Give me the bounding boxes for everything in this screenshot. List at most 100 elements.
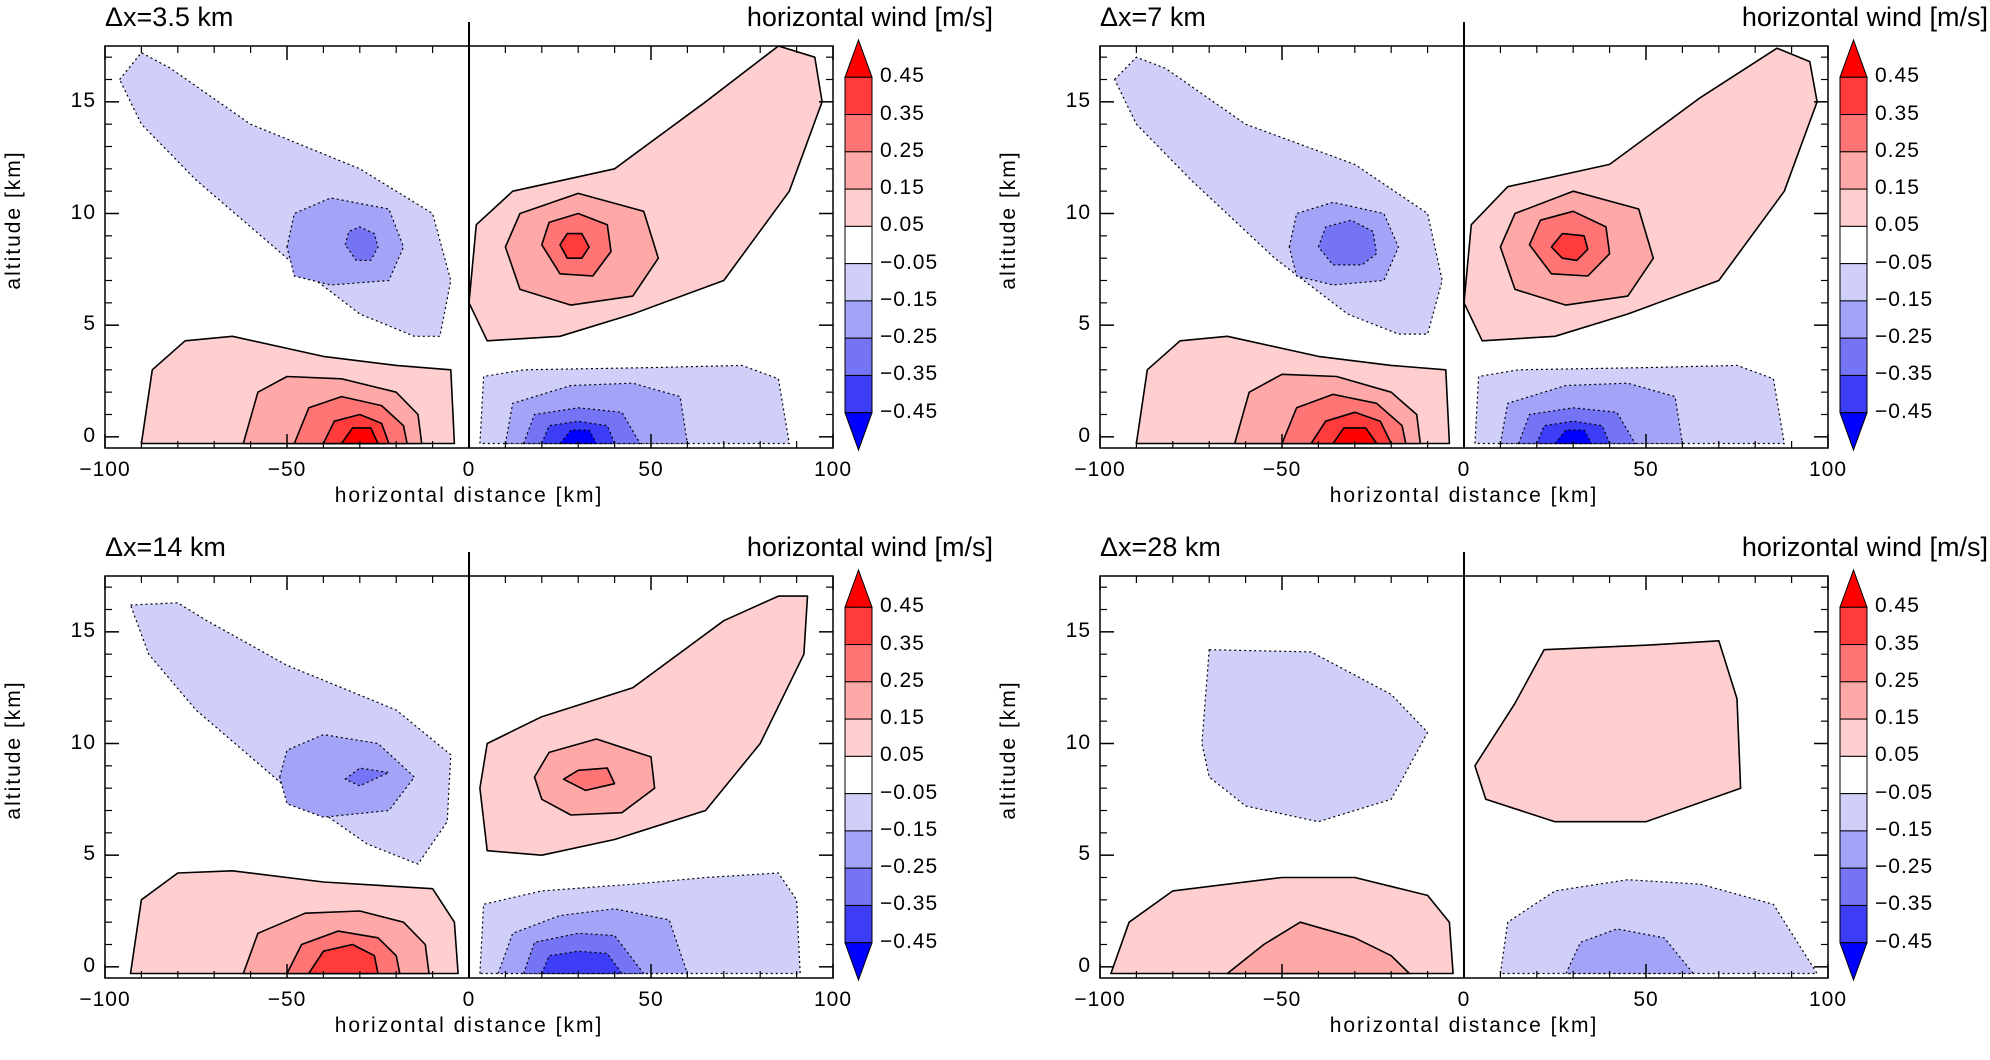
colorbar-label: 0.45 [1875, 64, 1920, 88]
y-tick-label: 0 [1078, 423, 1091, 447]
colorbar-label: −0.05 [880, 780, 939, 804]
positive-contour-0-05 [1474, 640, 1742, 823]
colorbar [1839, 38, 1868, 452]
colorbar-swatch [844, 718, 873, 757]
x-tick-label: 0 [462, 988, 476, 1011]
colorbar-label: −0.05 [1875, 250, 1934, 274]
negative-contour-0-15 [1565, 928, 1694, 975]
colorbar-swatch [1839, 151, 1868, 190]
contour-plot-svg [104, 22, 873, 452]
colorbar-label: −0.35 [1875, 892, 1934, 916]
colorbar-swatch [844, 793, 873, 832]
negative-contour-0-05 [129, 602, 452, 865]
colorbar-bottom-triangle [844, 942, 873, 982]
colorbar-label: −0.25 [1875, 855, 1934, 879]
colorbar-swatch [1839, 188, 1868, 227]
colorbar-label: −0.05 [880, 250, 939, 274]
colorbar-label: 0.05 [1875, 743, 1920, 767]
colorbar-swatch [844, 225, 873, 265]
colorbar-swatch [1839, 867, 1868, 906]
positive-contour-0-15 [1226, 921, 1411, 975]
colorbar-swatch [1839, 718, 1868, 757]
colorbar-label: 0.15 [880, 706, 925, 730]
negative-contour-0-05 [1113, 56, 1443, 335]
colorbar-label: −0.15 [880, 817, 939, 841]
y-axis-label: altitude [km] [2, 680, 25, 820]
negative-contour-0-45 [559, 429, 598, 445]
colorbar-bottom-triangle [1839, 942, 1868, 982]
colorbar-label: 0.15 [880, 176, 925, 200]
colorbar-label: 0.45 [1875, 594, 1920, 618]
negative-contour-0-05 [1201, 649, 1429, 823]
colorbar-swatch [844, 151, 873, 190]
panel-title-variable: horizontal wind [m/s] [746, 2, 993, 32]
colorbar-swatch [1839, 263, 1868, 302]
panel-title-resolution: Δx=28 km [1100, 532, 1221, 562]
negative-contour-0-15 [279, 734, 415, 818]
y-tick-label: 5 [83, 312, 96, 336]
colorbar-label: −0.35 [1875, 362, 1934, 386]
colorbar-top-triangle [844, 38, 873, 78]
colorbar-swatch [1839, 337, 1868, 376]
negative-contour-0-35 [541, 950, 623, 975]
y-tick-label: 15 [1065, 88, 1091, 112]
positive-contour-0-05 [479, 595, 809, 857]
positive-contour-0-25 [562, 767, 616, 792]
colorbar [1839, 568, 1868, 982]
x-axis-label: horizontal distance [km] [334, 1014, 604, 1037]
contour-plot-svg [104, 552, 873, 982]
y-axis-label-wrapper: altitude [km] [2, 630, 26, 870]
y-axis-label-wrapper: altitude [km] [2, 100, 26, 340]
contour-regions [129, 595, 809, 975]
x-tick-label: 0 [462, 458, 476, 481]
x-tick-label: −50 [267, 988, 307, 1011]
colorbar-label: 0.35 [1875, 101, 1920, 125]
colorbar-swatch [1839, 374, 1868, 414]
colorbar-label: −0.05 [1875, 780, 1934, 804]
y-axis-label-wrapper: altitude [km] [997, 100, 1021, 340]
colorbar-label: 0.25 [1875, 138, 1920, 162]
x-tick-label: 0 [1457, 458, 1471, 481]
colorbar-swatch [844, 374, 873, 414]
x-tick-label: 100 [1808, 458, 1848, 481]
colorbar-label: 0.25 [1875, 668, 1920, 692]
y-tick-label: 0 [1078, 953, 1091, 977]
negative-contour-0-25 [344, 767, 390, 787]
x-tick-label: −100 [1074, 988, 1126, 1011]
colorbar-swatch [844, 263, 873, 302]
positive-contour-0-45 [340, 427, 379, 445]
negative-contour-0-25 [344, 226, 379, 261]
y-tick-label: 5 [1078, 312, 1091, 336]
colorbar-label: −0.45 [1875, 399, 1934, 423]
colorbar-label: 0.45 [880, 64, 925, 88]
y-axis-label-wrapper: altitude [km] [997, 630, 1021, 870]
x-tick-label: −50 [1262, 458, 1302, 481]
negative-contour-0-25 [1317, 219, 1378, 266]
colorbar-swatch [1839, 793, 1868, 832]
negative-contour-0-45 [1554, 429, 1593, 445]
colorbar-swatch [844, 606, 873, 646]
x-tick-label: 100 [1808, 988, 1848, 1011]
colorbar-label: −0.15 [1875, 287, 1934, 311]
panel-title-variable: horizontal wind [m/s] [746, 532, 993, 562]
colorbar-bottom-triangle [1839, 412, 1868, 452]
colorbar-swatch [1839, 76, 1868, 116]
colorbar-swatch [844, 904, 873, 944]
panel-title-variable: horizontal wind [m/s] [1741, 2, 1988, 32]
colorbar-swatch [844, 644, 873, 683]
x-tick-label: −100 [79, 988, 131, 1011]
positive-contour-0-05 [468, 46, 823, 342]
colorbar-label: 0.15 [1875, 706, 1920, 730]
panel-dx-7: −100 −50 0 50 100 0 5 10 15 0.45 0.35 0.25 0.15 0.05 −… [995, 0, 1990, 530]
panel-title-resolution: Δx=7 km [1100, 2, 1206, 32]
x-tick-label: 50 [1633, 458, 1659, 481]
colorbar-swatch [1839, 225, 1868, 265]
colorbar-label: −0.45 [880, 399, 939, 423]
colorbar-label: −0.35 [880, 892, 939, 916]
negative-contour-0-15 [286, 197, 405, 286]
colorbar-bottom-triangle [844, 412, 873, 452]
positive-contour-0-35 [1550, 232, 1589, 262]
y-tick-label: 0 [83, 953, 96, 977]
colorbar-swatch [844, 755, 873, 795]
y-axis-label: altitude [km] [997, 150, 1020, 290]
